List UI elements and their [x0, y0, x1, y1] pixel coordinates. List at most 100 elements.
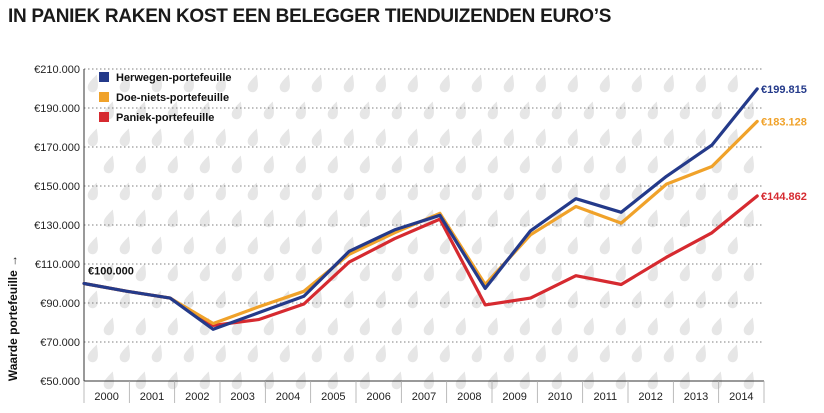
- raindrop-icon: [247, 290, 258, 309]
- raindrop-icon: [311, 344, 322, 363]
- y-tick-label: €130.000: [34, 220, 80, 232]
- raindrop-icon: [279, 182, 290, 201]
- raindrop-icon: [551, 263, 562, 282]
- raindrop-icon: [87, 290, 98, 309]
- chart-title: IN PANIEK RAKEN KOST EEN BELEGGER TIENDU…: [8, 6, 612, 27]
- raindrop-icon: [535, 128, 546, 147]
- raindrop-icon: [263, 155, 274, 174]
- raindrop-icon: [503, 182, 514, 201]
- raindrop-icon: [631, 290, 642, 309]
- raindrop-icon: [471, 236, 482, 255]
- raindrop-icon: [743, 155, 754, 174]
- raindrop-icon: [503, 344, 514, 363]
- raindrop-icon: [439, 236, 450, 255]
- raindrop-icon: [103, 155, 114, 174]
- raindrop-icon: [503, 236, 514, 255]
- raindrop-icon: [727, 74, 738, 93]
- raindrop-icon: [263, 101, 274, 120]
- raindrop-icon: [247, 182, 258, 201]
- raindrop-icon: [263, 371, 274, 390]
- raindrop-icon: [183, 74, 194, 93]
- raindrop-icon: [231, 371, 242, 390]
- raindrop-icon: [199, 101, 210, 120]
- x-tick-label: 2006: [366, 391, 390, 403]
- raindrop-icon: [535, 74, 546, 93]
- raindrop-icon: [487, 371, 498, 390]
- raindrop-icon: [711, 209, 722, 228]
- raindrop-icon: [391, 371, 402, 390]
- raindrop-icon: [327, 101, 338, 120]
- raindrop-icon: [679, 209, 690, 228]
- raindrop-icon: [295, 263, 306, 282]
- raindrop-icon: [695, 128, 706, 147]
- raindrop-icon: [487, 155, 498, 174]
- raindrop-icon: [535, 344, 546, 363]
- raindrop-icon: [583, 371, 594, 390]
- y-axis-label: Waarde portefeuille →: [6, 255, 20, 381]
- raindrop-icon: [247, 344, 258, 363]
- x-tick-label: 2014: [729, 391, 753, 403]
- legend-entry: Herwegen-portefeuille: [116, 72, 232, 84]
- raindrop-icon: [215, 344, 226, 363]
- raindrop-icon: [391, 263, 402, 282]
- raindrop-icon: [695, 74, 706, 93]
- raindrop-icon: [423, 317, 434, 336]
- raindrop-icon: [87, 74, 98, 93]
- raindrop-icon: [183, 344, 194, 363]
- raindrop-icon: [199, 155, 210, 174]
- raindrop-icon: [359, 155, 370, 174]
- raindrop-icon: [551, 371, 562, 390]
- legend-swatch: [99, 72, 109, 82]
- raindrop-icon: [359, 209, 370, 228]
- raindrop-icon: [711, 101, 722, 120]
- raindrop-icon: [279, 74, 290, 93]
- legend-swatch: [99, 92, 109, 102]
- raindrop-icon: [407, 128, 418, 147]
- raindrop-icon: [439, 344, 450, 363]
- y-tick-label: €70.000: [40, 337, 80, 349]
- x-tick-label: 2011: [594, 391, 618, 403]
- raindrop-icon: [663, 344, 674, 363]
- raindrop-icon: [599, 290, 610, 309]
- y-tick-label: €210.000: [34, 64, 80, 76]
- raindrop-icon: [167, 317, 178, 336]
- raindrop-icon: [151, 182, 162, 201]
- raindrop-icon: [103, 209, 114, 228]
- raindrop-icon: [327, 155, 338, 174]
- raindrop-icon: [215, 128, 226, 147]
- raindrop-icon: [391, 317, 402, 336]
- legend-entry: Paniek-portefeuille: [116, 112, 214, 124]
- raindrop-icon: [647, 101, 658, 120]
- raindrop-icon: [503, 290, 514, 309]
- raindrop-icon: [231, 155, 242, 174]
- raindrop-icon: [455, 263, 466, 282]
- raindrop-icon: [391, 155, 402, 174]
- raindrop-icon: [119, 74, 130, 93]
- raindrop-icon: [567, 182, 578, 201]
- end-value-label: €144.862: [761, 191, 807, 203]
- raindrop-icon: [695, 344, 706, 363]
- raindrop-icon: [599, 128, 610, 147]
- raindrop-icon: [199, 209, 210, 228]
- raindrop-icon: [215, 182, 226, 201]
- raindrop-icon: [231, 209, 242, 228]
- raindrop-icon: [407, 290, 418, 309]
- raindrop-icon: [247, 236, 258, 255]
- raindrop-icon: [455, 317, 466, 336]
- raindrop-icon: [711, 317, 722, 336]
- raindrop-icon: [727, 236, 738, 255]
- raindrop-icon: [343, 128, 354, 147]
- raindrop-icon: [231, 263, 242, 282]
- series-line-herwegen-portefeuille: [82, 87, 759, 331]
- raindrop-icon: [343, 182, 354, 201]
- raindrop-icon: [695, 236, 706, 255]
- raindrop-icon: [295, 317, 306, 336]
- raindrop-icon: [151, 128, 162, 147]
- raindrop-icon: [391, 101, 402, 120]
- raindrop-icon: [551, 317, 562, 336]
- raindrop-icon: [743, 317, 754, 336]
- raindrop-icon: [87, 236, 98, 255]
- raindrop-icon: [343, 74, 354, 93]
- raindrop-icon: [407, 344, 418, 363]
- raindrop-icon: [311, 74, 322, 93]
